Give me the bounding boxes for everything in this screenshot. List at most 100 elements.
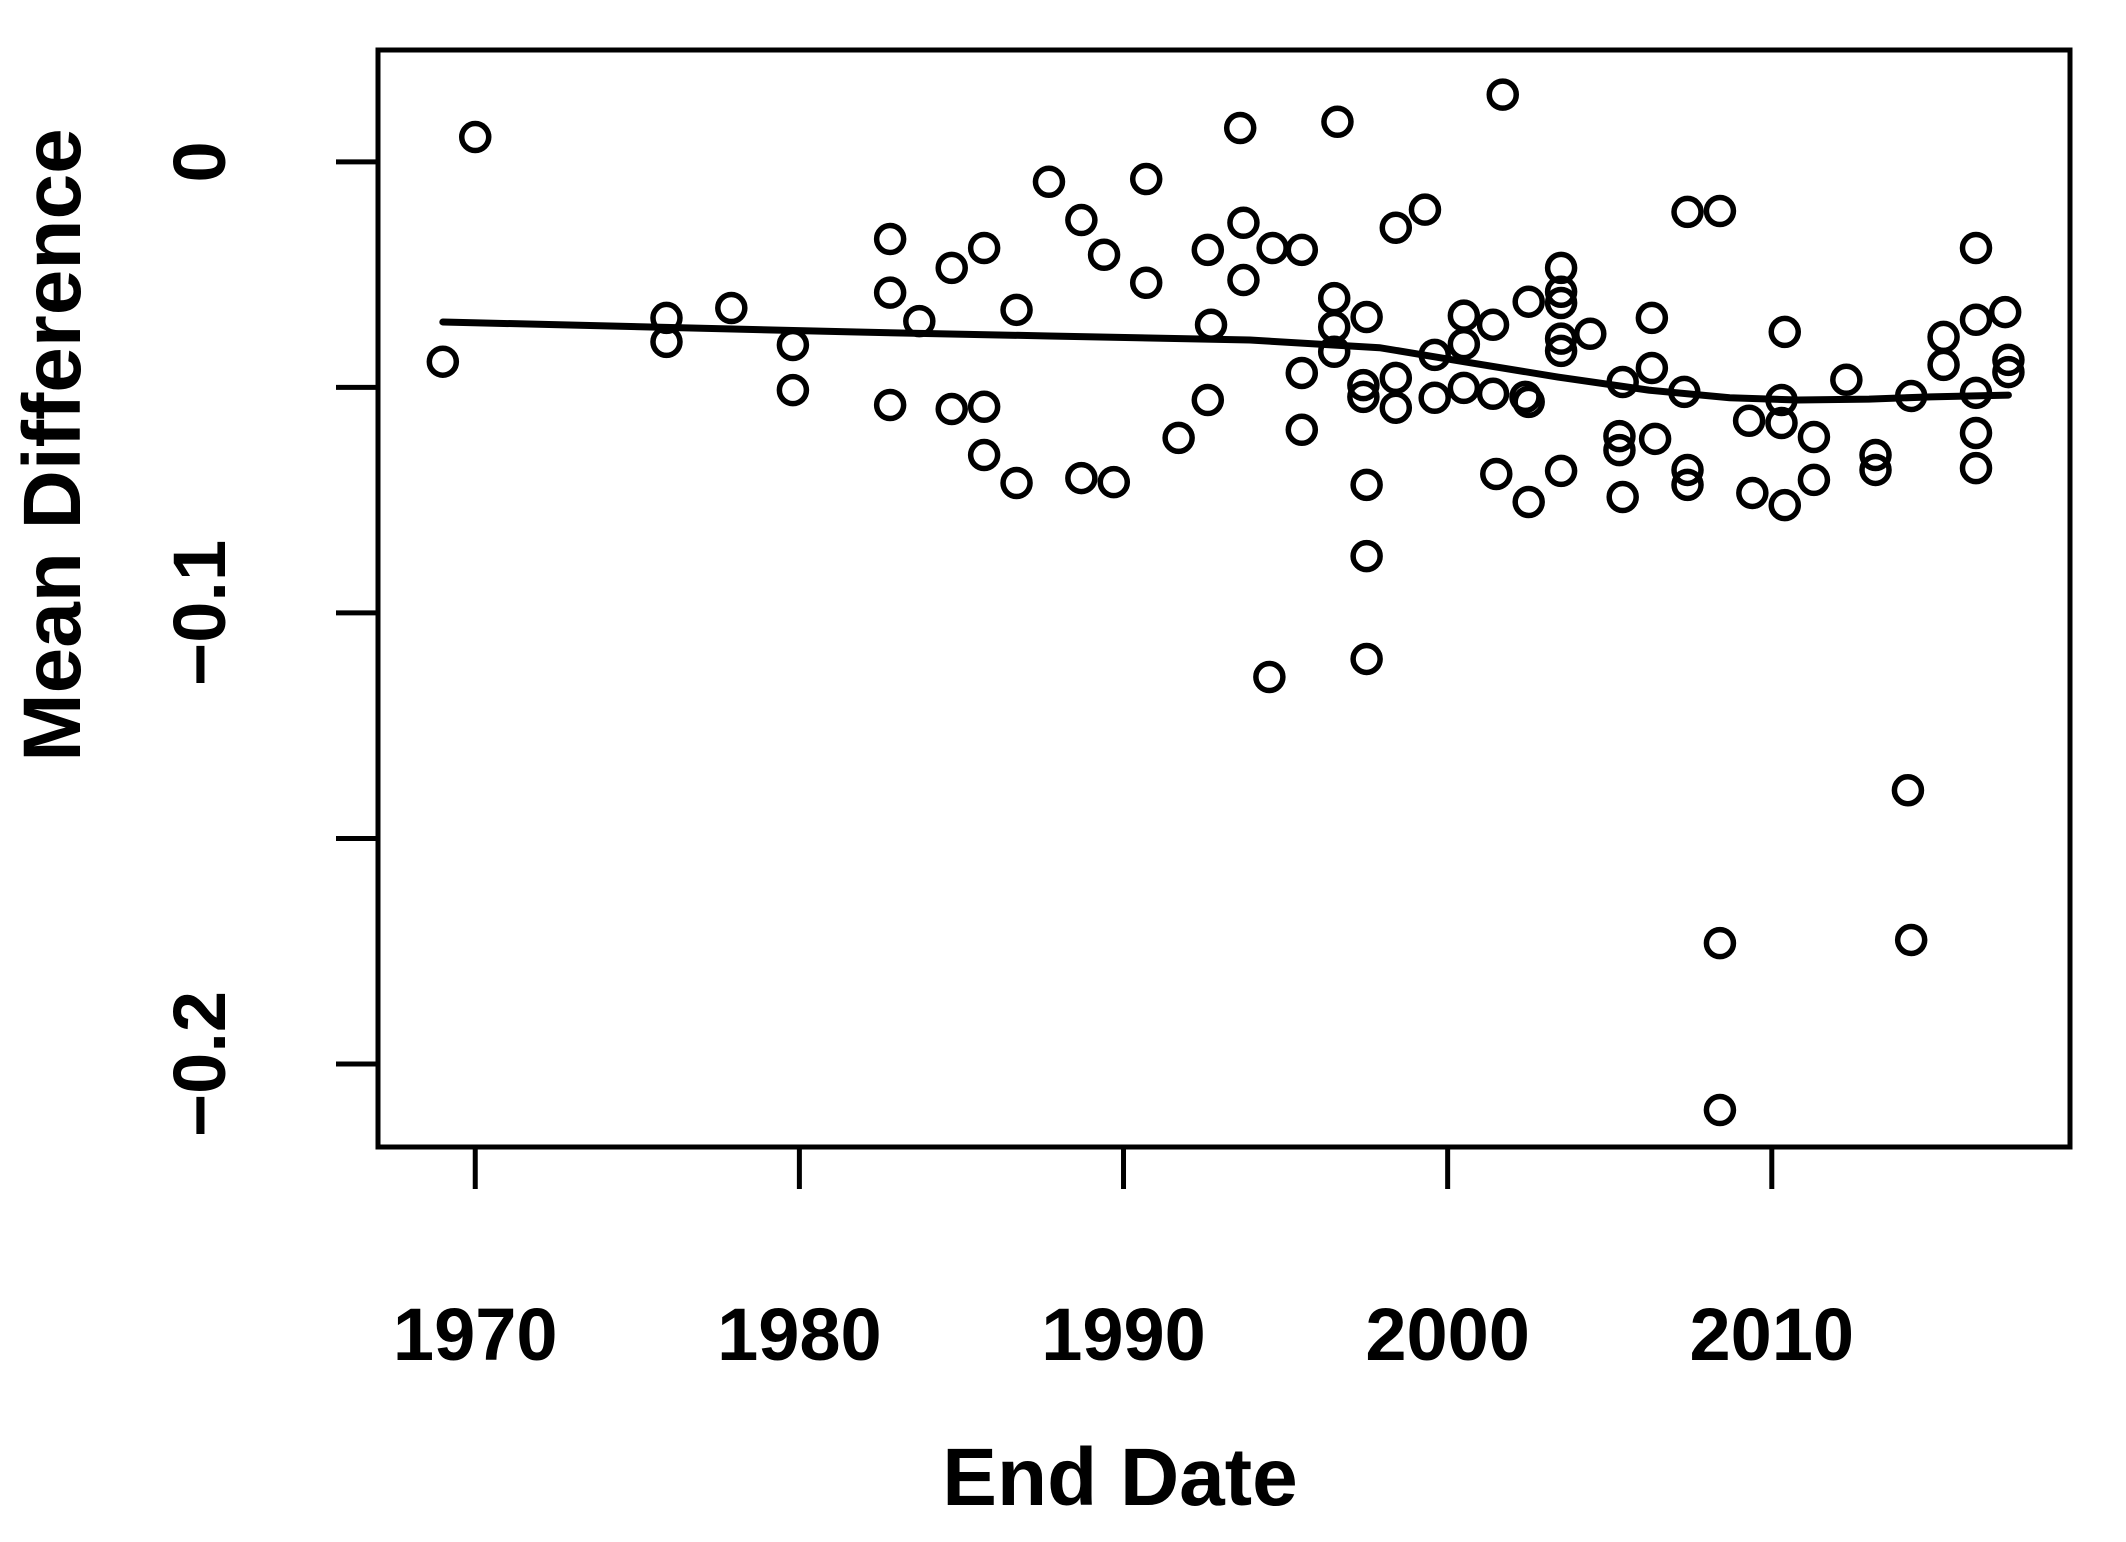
data-point bbox=[1512, 385, 1545, 419]
data-point bbox=[1988, 295, 2022, 329]
data-point bbox=[1408, 193, 1442, 226]
data-point bbox=[1347, 380, 1380, 414]
data-point bbox=[1992, 343, 2025, 377]
data-point bbox=[1544, 275, 1578, 309]
data-point bbox=[1671, 195, 1704, 229]
x-tick-label: 1980 bbox=[717, 1293, 882, 1376]
data-point bbox=[1350, 539, 1383, 573]
data-point bbox=[1544, 334, 1578, 368]
y-tick-label: −0.2 bbox=[158, 991, 241, 1137]
data-point bbox=[1544, 454, 1578, 488]
data-point bbox=[967, 390, 1001, 424]
smooth-trend-path bbox=[439, 318, 2012, 404]
data-points bbox=[426, 78, 2025, 1127]
data-point bbox=[1512, 285, 1545, 318]
data-point bbox=[1703, 1093, 1737, 1127]
data-point bbox=[1447, 327, 1481, 361]
data-point bbox=[1959, 376, 1993, 410]
data-point bbox=[1606, 365, 1639, 399]
data-point bbox=[1129, 162, 1163, 196]
data-point bbox=[1736, 476, 1769, 510]
data-point bbox=[1191, 233, 1225, 267]
data-point bbox=[1194, 308, 1228, 341]
data-point bbox=[1638, 422, 1672, 456]
data-point bbox=[1894, 923, 1928, 957]
data-point bbox=[1418, 381, 1451, 415]
data-point bbox=[1350, 642, 1383, 676]
y-axis-ticks: 0 −0.1 −0.2 bbox=[158, 141, 378, 1137]
y-tick-label: 0 bbox=[158, 141, 241, 182]
data-point bbox=[715, 291, 748, 325]
data-point bbox=[1285, 233, 1319, 267]
data-point bbox=[1891, 773, 1925, 807]
data-point bbox=[1317, 335, 1351, 369]
data-point bbox=[1476, 377, 1510, 410]
data-point bbox=[776, 373, 810, 407]
x-axis-title: End Date bbox=[942, 1432, 1297, 1523]
data-point bbox=[1227, 263, 1260, 297]
data-point bbox=[1894, 379, 1928, 413]
data-point bbox=[1703, 194, 1737, 228]
data-point bbox=[1000, 466, 1033, 500]
data-point bbox=[650, 301, 683, 335]
data-point bbox=[1162, 421, 1195, 455]
data-point bbox=[1671, 468, 1704, 502]
plot-box bbox=[375, 47, 2073, 1150]
data-point bbox=[1635, 351, 1669, 385]
x-axis-ticks: 1970 1980 1990 2000 2010 bbox=[393, 1147, 1854, 1376]
data-point bbox=[1927, 320, 1960, 354]
data-point bbox=[1544, 251, 1578, 285]
data-point bbox=[1223, 111, 1257, 145]
data-point bbox=[903, 304, 936, 338]
data-point bbox=[1321, 105, 1354, 138]
data-point bbox=[1635, 301, 1669, 335]
data-point bbox=[1191, 383, 1225, 417]
data-point bbox=[1859, 453, 1892, 487]
data-point bbox=[1668, 375, 1701, 409]
data-point bbox=[1379, 361, 1413, 395]
data-point bbox=[1317, 281, 1351, 315]
data-point bbox=[1992, 355, 2025, 389]
data-point bbox=[1797, 420, 1831, 454]
data-point bbox=[1959, 416, 1993, 450]
data-point bbox=[1574, 317, 1607, 350]
data-point bbox=[967, 231, 1001, 265]
data-point bbox=[1379, 211, 1413, 244]
data-point bbox=[1830, 363, 1863, 396]
data-point bbox=[1512, 485, 1545, 519]
data-point bbox=[776, 328, 810, 362]
data-point bbox=[1671, 453, 1704, 487]
data-point bbox=[1285, 356, 1319, 390]
data-point bbox=[1703, 926, 1737, 960]
x-tick-label: 2010 bbox=[1689, 1293, 1854, 1376]
plot-border bbox=[375, 47, 2073, 1150]
data-point bbox=[1603, 419, 1636, 453]
data-point bbox=[1065, 203, 1098, 237]
data-point bbox=[1447, 371, 1481, 405]
data-point bbox=[1797, 463, 1831, 497]
data-point bbox=[1379, 391, 1413, 424]
smooth-trend-line bbox=[439, 318, 2012, 404]
data-point bbox=[873, 222, 907, 256]
data-point bbox=[1350, 300, 1383, 334]
data-point bbox=[1480, 457, 1513, 491]
data-point bbox=[1603, 433, 1636, 467]
data-point bbox=[1129, 266, 1163, 300]
x-tick-label: 2000 bbox=[1365, 1293, 1530, 1376]
data-point bbox=[1476, 308, 1510, 341]
data-point bbox=[650, 325, 683, 359]
data-point bbox=[935, 392, 968, 426]
data-point bbox=[935, 251, 968, 285]
data-point bbox=[1732, 404, 1766, 438]
data-point bbox=[1347, 368, 1380, 402]
x-tick-label: 1990 bbox=[1041, 1293, 1206, 1376]
data-point bbox=[1087, 238, 1121, 272]
data-point bbox=[1544, 286, 1578, 320]
data-point bbox=[1253, 660, 1286, 694]
data-point bbox=[1285, 413, 1319, 447]
data-point bbox=[1859, 438, 1892, 472]
data-point bbox=[1927, 348, 1960, 382]
data-point bbox=[1418, 338, 1451, 372]
